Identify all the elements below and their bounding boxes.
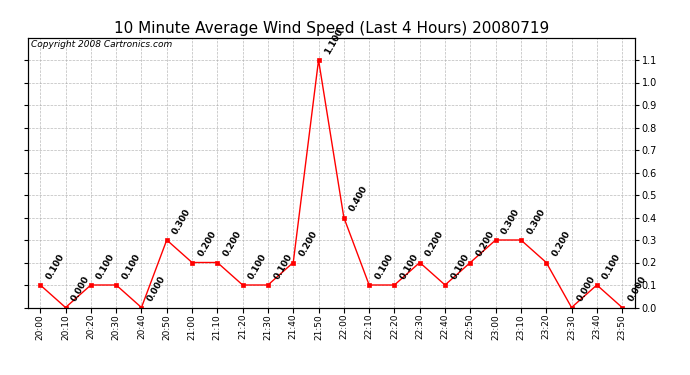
Text: 0.200: 0.200 <box>221 230 244 258</box>
Text: 0.200: 0.200 <box>424 230 446 258</box>
Text: 0.100: 0.100 <box>449 252 471 281</box>
Text: Copyright 2008 Cartronics.com: Copyright 2008 Cartronics.com <box>30 40 172 49</box>
Text: 0.100: 0.100 <box>95 252 117 281</box>
Text: 0.100: 0.100 <box>120 252 142 281</box>
Text: 0.000: 0.000 <box>575 275 598 303</box>
Text: 0.200: 0.200 <box>196 230 218 258</box>
Text: 0.000: 0.000 <box>627 275 648 303</box>
Text: 0.100: 0.100 <box>373 252 395 281</box>
Text: 1.100: 1.100 <box>323 27 344 56</box>
Text: 0.100: 0.100 <box>44 252 66 281</box>
Text: 0.100: 0.100 <box>601 252 623 281</box>
Text: 0.300: 0.300 <box>525 207 547 236</box>
Text: 0.300: 0.300 <box>500 207 522 236</box>
Title: 10 Minute Average Wind Speed (Last 4 Hours) 20080719: 10 Minute Average Wind Speed (Last 4 Hou… <box>114 21 549 36</box>
Text: 0.200: 0.200 <box>475 230 496 258</box>
Text: 0.400: 0.400 <box>348 184 370 213</box>
Text: 0.200: 0.200 <box>551 230 572 258</box>
Text: 0.200: 0.200 <box>297 230 319 258</box>
Text: 0.300: 0.300 <box>171 207 193 236</box>
Text: 0.000: 0.000 <box>70 275 92 303</box>
Text: 0.100: 0.100 <box>272 252 294 281</box>
Text: 0.000: 0.000 <box>146 275 168 303</box>
Text: 0.100: 0.100 <box>399 252 420 281</box>
Text: 0.100: 0.100 <box>247 252 268 281</box>
